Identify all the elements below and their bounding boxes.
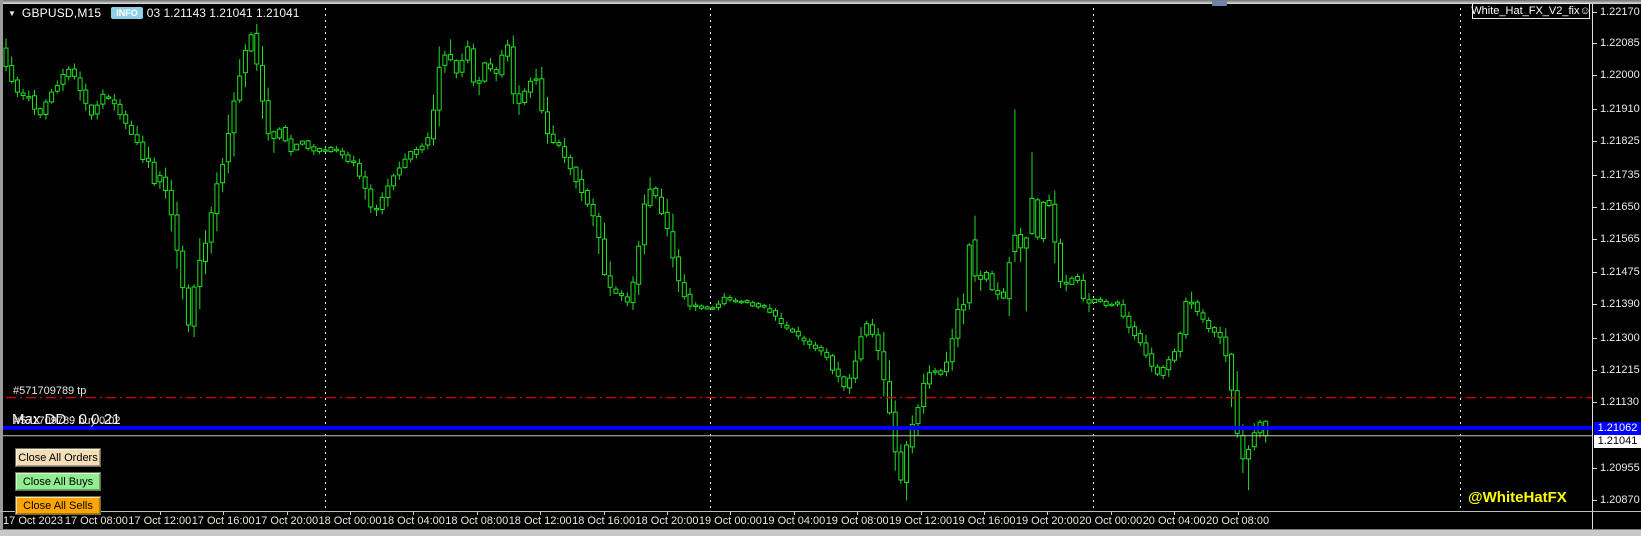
price-tick-label: 1.21825	[1600, 135, 1640, 147]
price-tick-label: 1.22170	[1600, 5, 1640, 18]
time-tick-mark	[857, 512, 859, 515]
time-tick-label: 19 Oct 16:00	[952, 515, 1016, 527]
watermark-label: @WhiteHatFX	[1468, 489, 1567, 506]
time-tick-mark	[286, 512, 288, 515]
time-tick-mark	[984, 512, 985, 515]
price-tick-label: 1.22085	[1600, 37, 1640, 50]
chart-shift-marker[interactable]	[1212, 1, 1227, 6]
price-tick-mark	[1593, 499, 1597, 501]
close-buttons-panel: Close All Orders Close All Buys Close All …	[15, 448, 101, 515]
entry-price-badge: 1.21062	[1594, 421, 1641, 435]
price-axis[interactable]: 1.22170 1.22085 1.22000 1.21910 1.21825 1.217…	[1593, 0, 1641, 529]
time-tick-mark	[920, 512, 922, 515]
time-tick-mark	[159, 512, 161, 515]
time-tick-label: 18 Oct 16:00	[572, 515, 636, 527]
price-tick-mark	[1593, 43, 1597, 45]
time-tick-mark	[540, 512, 542, 515]
price-tick-mark	[1593, 174, 1597, 176]
price-tick-label: 1.22000	[1600, 69, 1640, 82]
ohlc-readout: 03 1.21143 1.21041 1.21041	[146, 6, 300, 20]
price-tick-mark	[1593, 11, 1597, 13]
time-tick-label: 17 Oct 16:00	[191, 515, 255, 527]
window-border-bottom	[0, 529, 1641, 536]
price-tick-label: 1.20870	[1600, 493, 1640, 506]
time-tick-label: 18 Oct 00:00	[318, 515, 382, 527]
symbol-timeframe-label: GBPUSD,M15	[21, 6, 102, 20]
close-all-orders-button[interactable]: Close All Orders	[15, 448, 101, 467]
max-drawdown-label: Max DD : 0 0.21	[12, 410, 121, 428]
time-tick-mark	[793, 512, 795, 515]
time-tick-label: 17 Oct 2023	[3, 515, 63, 527]
time-tick-label: 17 Oct 08:00	[64, 515, 128, 527]
time-tick-label: 19 Oct 04:00	[762, 515, 826, 527]
time-tick-label: 20 Oct 00:00	[1079, 515, 1143, 527]
time-tick-label: 17 Oct 20:00	[255, 515, 319, 527]
time-tick-mark	[730, 512, 732, 515]
window-border-left	[0, 0, 3, 530]
time-tick-mark	[476, 512, 478, 515]
price-tick-mark	[1593, 304, 1597, 306]
indicator-name-label: White_Hat_FX_V2_fix	[1471, 5, 1580, 17]
tp-order-label: #571709789 tp	[13, 384, 87, 397]
price-tick-mark	[1593, 401, 1597, 403]
price-tick-mark	[1593, 369, 1597, 371]
price-tick-mark	[1593, 206, 1597, 208]
info-badge[interactable]: INFO	[111, 7, 143, 19]
chart-header: ▼ GBPUSD,M15 INFO 03 1.21143 1.21041 1.2…	[8, 6, 299, 20]
price-tick-label: 1.21650	[1600, 200, 1640, 213]
time-tick-label: 17 Oct 12:00	[128, 515, 192, 527]
time-tick-label: 19 Oct 00:00	[698, 515, 762, 527]
time-tick-mark	[1237, 512, 1239, 515]
price-tick-mark	[1593, 467, 1597, 469]
price-tick-label: 1.21390	[1600, 298, 1640, 311]
close-all-buys-button[interactable]: Close All Buys	[15, 472, 101, 491]
price-tick-mark	[1593, 109, 1597, 111]
price-tick-label: 1.21215	[1600, 363, 1640, 376]
time-axis[interactable]: 17 Oct 2023 17 Oct 08:00 17 Oct 12:00 17 Oc…	[0, 512, 1593, 529]
price-tick-label: 1.21130	[1600, 395, 1639, 408]
indicator-name-box: White_Hat_FX_V2_fix ☺	[1471, 3, 1591, 19]
time-tick-label: 20 Oct 04:00	[1142, 515, 1206, 527]
price-tick-mark	[1593, 75, 1597, 77]
bid-price-badge: 1.21041	[1594, 434, 1641, 448]
time-tick-mark	[413, 512, 415, 515]
price-tick-mark	[1593, 141, 1597, 142]
time-tick-label: 18 Oct 04:00	[381, 515, 445, 527]
time-tick-mark	[1110, 512, 1112, 515]
chevron-down-icon[interactable]: ▼	[8, 8, 16, 18]
time-tick-label: 19 Oct 08:00	[825, 515, 889, 527]
time-tick-label: 18 Oct 12:00	[508, 515, 572, 527]
time-tick-mark	[223, 512, 225, 515]
price-tick-label: 1.21735	[1600, 168, 1640, 181]
price-tick-mark	[1593, 272, 1597, 274]
time-tick-mark	[1047, 512, 1049, 515]
price-tick-mark	[1593, 238, 1597, 240]
buy-order-label: #571709789 buy 0.02	[14, 414, 121, 427]
time-tick-mark	[1174, 512, 1176, 515]
price-tick-label: 1.21565	[1600, 232, 1640, 245]
window-border-top	[0, 0, 1641, 4]
time-tick-label: 20 Oct 08:00	[1206, 515, 1270, 527]
close-all-sells-button[interactable]: Close All Sells	[15, 496, 101, 515]
price-tick-mark	[1593, 338, 1597, 340]
price-tick-label: 1.21475	[1600, 266, 1640, 279]
time-tick-mark	[603, 512, 605, 515]
time-tick-mark	[350, 512, 351, 515]
time-tick-label: 19 Oct 12:00	[889, 515, 953, 527]
smiley-icon: ☺	[1579, 5, 1591, 17]
time-tick-mark	[667, 512, 668, 515]
candles	[3, 24, 1269, 501]
time-tick-label: 19 Oct 20:00	[1015, 515, 1079, 527]
time-tick-label: 18 Oct 08:00	[445, 515, 509, 527]
price-tick-label: 1.20955	[1600, 461, 1640, 474]
price-tick-label: 1.21300	[1600, 332, 1640, 345]
price-tick-label: 1.21910	[1600, 103, 1640, 116]
time-tick-label: 18 Oct 20:00	[635, 515, 699, 527]
